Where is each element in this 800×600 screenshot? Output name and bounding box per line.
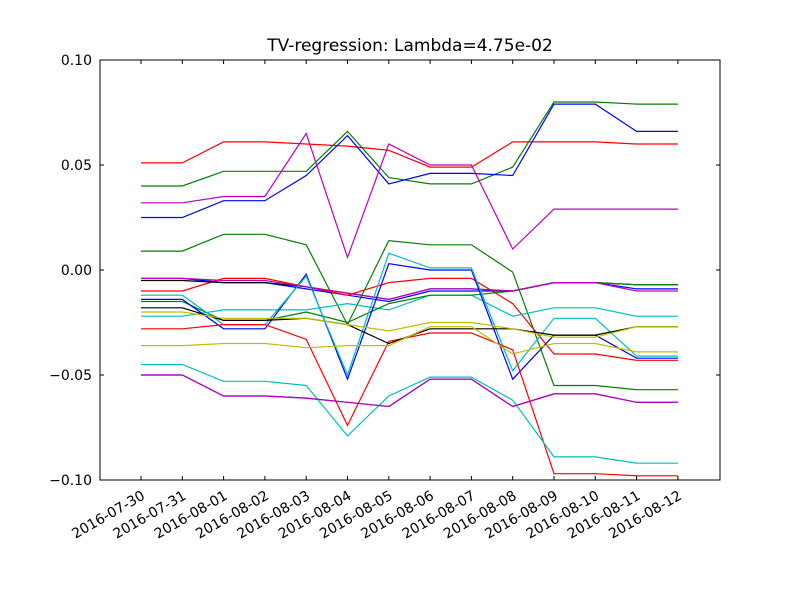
series-line-14	[141, 324, 678, 477]
series-line-13	[141, 252, 678, 377]
series-line-15	[141, 307, 678, 345]
y-tick-label: −0.10	[49, 473, 92, 489]
y-tick-label: 0.05	[61, 158, 92, 174]
series-line-16	[141, 311, 678, 338]
series-line-17	[141, 326, 678, 355]
series-line-6	[141, 277, 678, 303]
y-tick-label: 0.10	[61, 53, 92, 69]
y-tick-label: −0.05	[49, 368, 92, 384]
series-line-2	[141, 101, 678, 187]
series-line-11	[141, 277, 678, 301]
series-line-5	[141, 233, 678, 391]
chart-title: TV-regression: Lambda=4.75e-02	[266, 36, 553, 56]
plot-frame	[99, 59, 721, 481]
series-line-4	[141, 132, 678, 260]
series-line-19	[141, 374, 678, 408]
series-line-3	[141, 103, 678, 219]
series-line-7	[141, 277, 678, 361]
y-tick-label: 0.00	[61, 263, 92, 279]
series-line-18	[141, 363, 678, 464]
series-line-9	[141, 294, 678, 317]
series-line-1	[141, 141, 678, 168]
series-line-20	[141, 374, 678, 408]
